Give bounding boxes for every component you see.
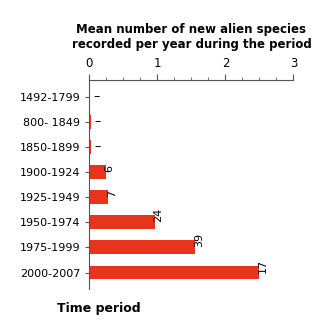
Text: –: – xyxy=(94,115,100,128)
Text: –: – xyxy=(94,140,100,153)
Text: 17: 17 xyxy=(258,258,268,273)
Bar xyxy=(89,265,259,279)
Bar xyxy=(89,215,155,229)
Text: Time period: Time period xyxy=(57,302,141,315)
Text: 39: 39 xyxy=(194,233,204,247)
Bar xyxy=(89,165,106,179)
Text: –: – xyxy=(93,90,99,103)
Text: 24: 24 xyxy=(153,208,163,222)
Text: 7: 7 xyxy=(107,190,117,197)
Bar xyxy=(89,140,91,154)
Title: Mean number of new alien species
recorded per year during the period: Mean number of new alien species recorde… xyxy=(71,23,311,51)
Text: 6: 6 xyxy=(104,165,114,172)
Bar xyxy=(89,190,108,204)
Bar xyxy=(89,240,196,254)
Bar xyxy=(89,115,91,129)
